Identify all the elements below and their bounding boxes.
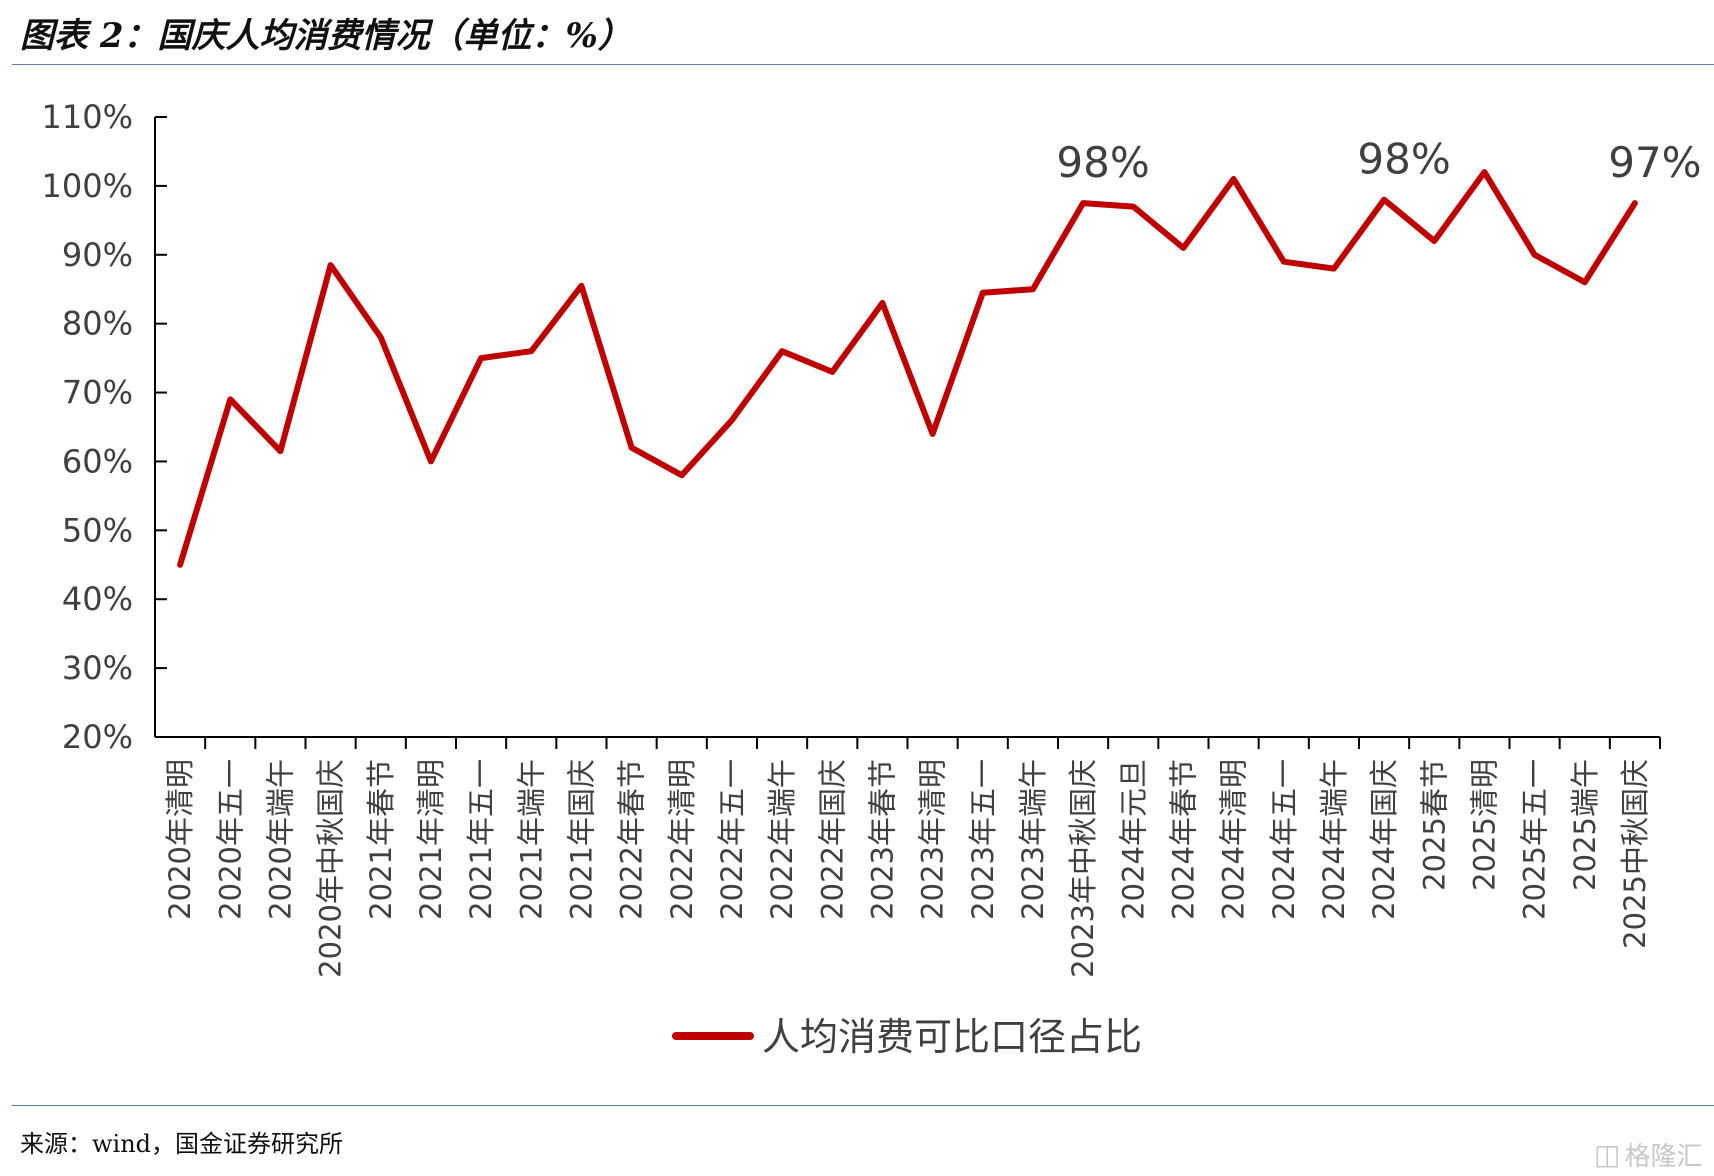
watermark: ◫ 格隆汇 [1594, 1136, 1702, 1173]
x-tick-label: 2025年五一 [1518, 759, 1552, 920]
y-tick-label: 30% [62, 649, 133, 687]
data-label: 98% [1357, 135, 1450, 184]
x-tick-label: 2021年清明 [414, 759, 448, 920]
line-chart: 20% 30% 40% 50% 60% 70% 80% 90% 100% 110% 2020年清明… [42, 98, 1702, 1059]
x-tick-label: 2020年中秋国庆 [314, 759, 348, 978]
y-axis: 20% 30% 40% 50% 60% 70% 80% 90% 100% 110% [42, 98, 167, 756]
x-tick-label: 2022年清明 [665, 759, 699, 920]
x-tick-label: 2025清明 [1467, 759, 1501, 891]
x-axis: 2020年清明 2020年五一 2020年端午 2020年中秋国庆 2021年春节 202… [155, 736, 1661, 978]
figure-title: 图表 2：国庆人均消费情况（单位：%） [20, 16, 632, 56]
data-label: 98% [1056, 138, 1149, 187]
x-tick-label: 2024年清明 [1217, 759, 1251, 920]
data-label: 97% [1608, 138, 1701, 187]
x-tick-label: 2020年端午 [263, 759, 297, 920]
x-tick-label: 2023年五一 [966, 759, 1000, 920]
y-tick-label: 40% [62, 580, 133, 618]
x-tick-label: 2022年端午 [765, 759, 799, 920]
y-tick-label: 90% [62, 236, 133, 274]
x-tick-label: 2023年端午 [1016, 759, 1050, 920]
source-note: 来源：wind，国金证券研究所 [20, 1130, 344, 1158]
x-tick-label: 2022年春节 [615, 759, 649, 920]
logo-icon: ◫ [1594, 1138, 1621, 1171]
y-tick-label: 50% [62, 511, 133, 549]
watermark-text: 格隆汇 [1624, 1142, 1703, 1172]
x-tick-label: 2023年春节 [865, 759, 899, 920]
series-layer [177, 169, 1638, 568]
top-rule [12, 64, 1714, 65]
x-tick-label: 2023年中秋国庆 [1066, 759, 1100, 978]
y-tick-label: 100% [42, 167, 133, 205]
x-tick-label: 2024年春节 [1166, 759, 1200, 920]
x-tick-label: 2024年元旦 [1116, 759, 1150, 920]
x-tick-label: 2021年端午 [514, 759, 548, 920]
y-tick-label: 60% [62, 442, 133, 480]
bottom-rule [12, 1105, 1714, 1106]
y-tick-label: 80% [62, 305, 133, 343]
x-tick-label: 2025春节 [1417, 759, 1451, 891]
x-tick-label: 2025中秋国庆 [1618, 759, 1652, 949]
series-line-0 [177, 169, 1638, 568]
y-tick-label: 20% [62, 718, 133, 756]
x-tick-label: 2021年国庆 [564, 759, 598, 920]
x-tick-label: 2022年国庆 [815, 759, 849, 920]
x-tick-label: 2021年五一 [464, 759, 498, 920]
x-tick-label: 2024年国庆 [1367, 759, 1401, 920]
annotation-layer: 98% 98% 97% [1056, 135, 1701, 187]
x-tick-label: 2020年五一 [213, 759, 247, 920]
legend-label: 人均消费可比口径占比 [762, 1015, 1142, 1059]
y-tick-label: 70% [62, 374, 133, 412]
y-tick-label: 110% [42, 98, 133, 136]
legend: 人均消费可比口径占比 [672, 1015, 1142, 1059]
x-tick-label: 2022年五一 [715, 759, 749, 920]
x-tick-label: 2021年春节 [364, 759, 398, 920]
x-tick-label: 2024年五一 [1267, 759, 1301, 920]
x-tick-label: 2023年清明 [916, 759, 950, 920]
x-tick-label: 2025端午 [1568, 759, 1602, 891]
x-tick-label: 2020年清明 [163, 759, 197, 920]
x-tick-label: 2024年端午 [1317, 759, 1351, 920]
